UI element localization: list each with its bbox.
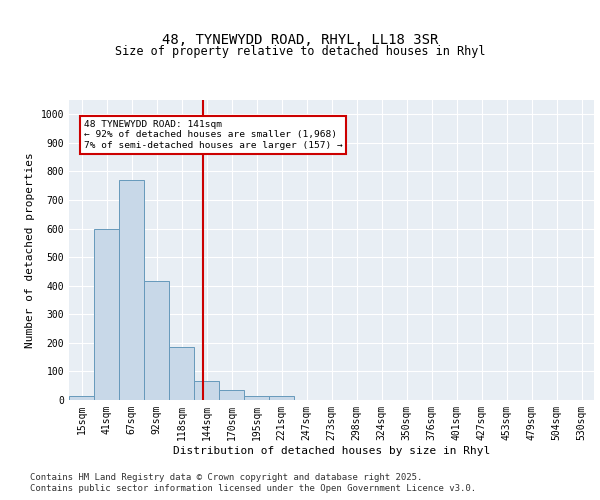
Bar [144,282,169,400]
Y-axis label: Number of detached properties: Number of detached properties [25,152,35,348]
Bar [269,396,294,400]
Bar [94,228,119,400]
Bar [69,396,94,400]
X-axis label: Distribution of detached houses by size in Rhyl: Distribution of detached houses by size … [173,446,490,456]
Text: 48, TYNEWYDD ROAD, RHYL, LL18 3SR: 48, TYNEWYDD ROAD, RHYL, LL18 3SR [162,32,438,46]
Bar [194,382,219,400]
Text: Contains HM Land Registry data © Crown copyright and database right 2025.: Contains HM Land Registry data © Crown c… [30,472,422,482]
Text: Size of property relative to detached houses in Rhyl: Size of property relative to detached ho… [115,45,485,58]
Bar [244,396,269,400]
Text: 48 TYNEWYDD ROAD: 141sqm
← 92% of detached houses are smaller (1,968)
7% of semi: 48 TYNEWYDD ROAD: 141sqm ← 92% of detach… [83,120,342,150]
Bar [169,347,194,400]
Bar [219,390,244,400]
Text: Contains public sector information licensed under the Open Government Licence v3: Contains public sector information licen… [30,484,476,493]
Bar [119,180,144,400]
